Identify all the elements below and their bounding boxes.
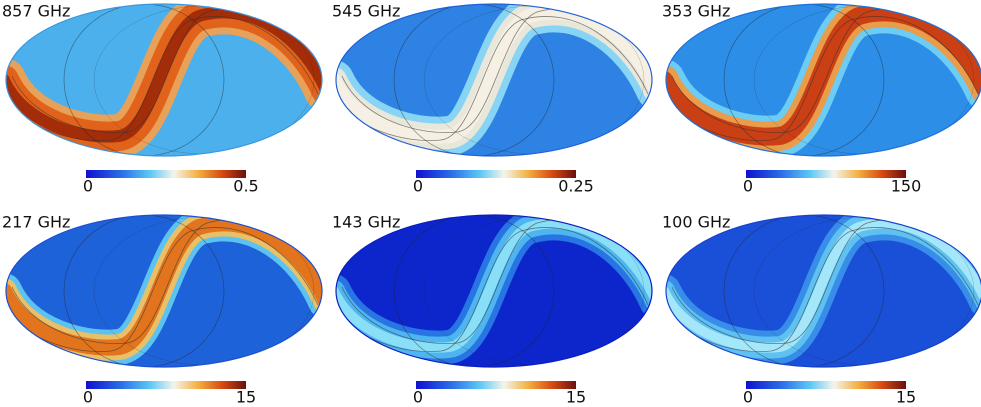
colorbar-max: 15 bbox=[566, 388, 586, 404]
colorbar bbox=[86, 170, 246, 178]
sky-map bbox=[6, 4, 322, 156]
panel: 353 GHz 0 150 bbox=[662, 2, 981, 196]
colorbar-min: 0 bbox=[743, 177, 753, 196]
emission-band bbox=[666, 218, 981, 353]
sky-map bbox=[666, 4, 981, 156]
map-outline bbox=[5, 3, 323, 157]
colorbar-max: 150 bbox=[891, 177, 922, 196]
sky-map bbox=[336, 215, 652, 367]
sky-map bbox=[336, 4, 652, 156]
scan-line bbox=[6, 16, 319, 141]
scan-line bbox=[336, 227, 649, 352]
colorbar bbox=[746, 381, 906, 389]
panel-label: 100 GHz bbox=[662, 213, 730, 232]
panel-label: 353 GHz bbox=[662, 2, 730, 21]
scan-line bbox=[6, 227, 319, 352]
map-outline bbox=[5, 214, 323, 368]
colorbar-max: 0.25 bbox=[558, 177, 594, 196]
map-outline bbox=[665, 3, 981, 157]
graticule bbox=[723, 215, 885, 367]
colorbar bbox=[416, 170, 576, 178]
colorbar-min: 0 bbox=[83, 388, 93, 404]
scan-line bbox=[666, 16, 979, 141]
panel: 857 GHz 0 0.5 bbox=[2, 2, 323, 196]
panel: 100 GHz 0 15 bbox=[662, 213, 981, 407]
panel: 217 GHz 0 15 bbox=[2, 213, 323, 407]
colorbar-min: 0 bbox=[413, 388, 423, 404]
emission-band bbox=[6, 6, 322, 143]
emission-band bbox=[666, 4, 981, 146]
colorbar bbox=[746, 170, 906, 178]
panel: 545 GHz 0 0.25 bbox=[332, 2, 653, 196]
colorbar-min: 0 bbox=[743, 388, 753, 404]
map-outline bbox=[335, 3, 653, 157]
colorbar-max: 15 bbox=[236, 388, 256, 404]
graticule bbox=[393, 215, 555, 367]
graticule bbox=[393, 4, 555, 156]
panel-label: 545 GHz bbox=[332, 2, 400, 21]
panel-label: 857 GHz bbox=[2, 2, 70, 21]
sky-map bbox=[6, 215, 322, 367]
panel: 143 GHz 0 15 bbox=[332, 213, 653, 407]
graticule bbox=[63, 215, 225, 367]
colorbar bbox=[416, 381, 576, 389]
colorbar bbox=[86, 381, 246, 389]
graticule bbox=[723, 4, 885, 156]
map-outline bbox=[665, 214, 981, 368]
colorbar-max: 0.5 bbox=[233, 177, 258, 196]
emission-band bbox=[336, 218, 652, 353]
colorbar-min: 0 bbox=[413, 177, 423, 196]
scan-line bbox=[336, 16, 649, 141]
sky-map bbox=[666, 215, 981, 367]
map-outline bbox=[335, 214, 653, 368]
colorbar-max: 15 bbox=[896, 388, 916, 404]
scan-line bbox=[666, 227, 979, 352]
colorbar-min: 0 bbox=[83, 177, 93, 196]
panel-label: 143 GHz bbox=[332, 213, 400, 232]
emission-band bbox=[336, 5, 652, 144]
panel-label: 217 GHz bbox=[2, 213, 70, 232]
graticule bbox=[63, 4, 225, 156]
emission-band bbox=[6, 215, 322, 356]
